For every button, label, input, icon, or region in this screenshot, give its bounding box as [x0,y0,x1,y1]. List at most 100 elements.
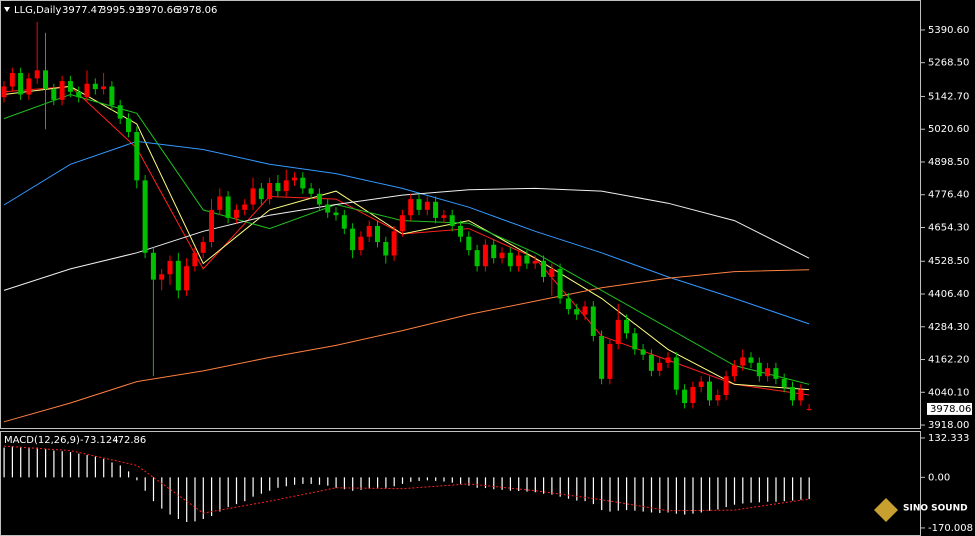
macd-bar [368,477,370,489]
macd-bar [177,477,179,520]
candle-body [715,394,721,401]
macd-bar [103,458,105,478]
candle-body [192,252,198,267]
macd-bar [78,453,80,478]
candle-body [366,225,372,237]
macd-bar [219,477,221,512]
macd-bar [634,477,636,511]
macd-bar [800,477,802,500]
macd-bar [294,477,296,485]
candle-body [707,381,712,401]
macd-bar [559,477,561,497]
candle-body [549,268,555,277]
macd-bar [518,477,520,492]
signal-line [3,445,810,514]
candle-body [565,298,571,310]
candle-body [665,357,671,363]
macd-bar [717,477,719,510]
candle-body [267,183,273,200]
y-tick-label: 4040.10 [928,387,969,398]
y-tick-label: 4654.30 [928,222,969,233]
candle-body [300,177,306,189]
ohlc-low: 3970.66 [138,5,179,16]
candle-body [275,183,281,192]
macd-bar [501,477,503,490]
candle-body [466,236,472,251]
candle-body [557,268,563,299]
macd-bar [3,447,5,478]
macd-value: -73.124 [80,435,119,446]
candle-body [790,386,795,401]
y-tick-label: 4898.50 [928,157,969,168]
macd-bar [750,477,752,503]
candle-body [773,368,779,379]
macd-bar [650,477,653,513]
macd-bar [725,477,727,508]
candle-body [67,81,73,92]
candle-body [798,389,804,401]
macd-bar [360,477,362,490]
candle-body [142,180,148,253]
y-tick-label: 3918.00 [928,420,969,431]
macd-bar [509,477,511,491]
candle-body [748,357,754,363]
candle-body [9,73,15,87]
candle-body [341,215,347,229]
macd-bar [86,455,88,478]
candle-body [209,209,214,243]
y-tick-label: 5020.60 [928,124,969,135]
macd-bar [302,477,304,484]
macd-bar [758,477,760,503]
candle-body [175,260,181,291]
candle-body [258,188,264,200]
candle-body [615,319,621,345]
y-tick-label: 4162.20 [928,355,969,366]
macd-bar [617,477,619,511]
candle-body [416,199,422,210]
candle-body [126,118,131,133]
candle-body [698,381,704,387]
candle-body [449,215,455,226]
macd-bar [543,477,545,494]
candle-body [458,225,463,237]
macd-bar [700,477,702,513]
candle-body [632,333,638,350]
candle-body [18,73,24,95]
candle-body [731,365,737,377]
candle-body [499,252,505,259]
candle-body [624,319,629,334]
y-tick-label: -170.008 [928,523,973,534]
macd-bar [476,477,478,488]
macd-bar [426,477,428,481]
candle-body [134,132,140,181]
candle-body [433,201,439,218]
macd-bar [227,477,229,508]
y-tick-label: 4528.50 [928,256,969,267]
candle-body [84,83,90,98]
macd-bar [742,477,744,504]
candle-body [26,78,32,95]
candle-body [765,368,771,377]
macd-bar [385,477,387,488]
candle-body [541,260,546,277]
candle-body [516,255,522,267]
candle-body [150,252,156,280]
candle-body [308,188,314,194]
ohlc-high: 3995.93 [100,5,141,16]
candle-body [92,83,98,90]
candle-body [51,89,57,100]
candle-body [399,215,405,232]
price-box [927,402,972,415]
candle-body [167,260,173,275]
candle-body [292,177,297,181]
candle-body [507,252,513,267]
candle-body [283,180,289,192]
candle-body [233,209,239,218]
candle-body [740,357,746,366]
candle-body [217,196,223,210]
candle-body [225,196,231,218]
macd-bar [377,477,379,488]
macd-bar [451,477,453,483]
